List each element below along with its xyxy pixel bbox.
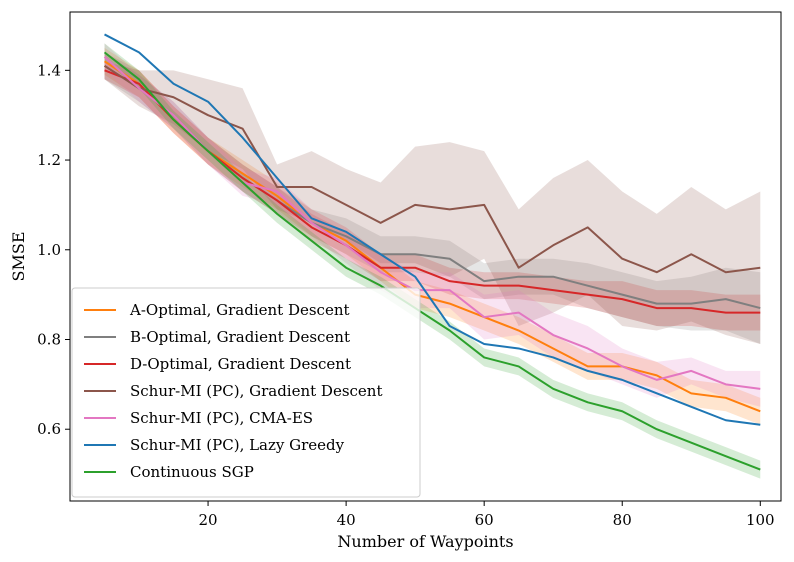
series-7-line (103, 51, 761, 471)
legend-entry: B-Optimal, Gradient Descent (130, 328, 350, 346)
series-lines (103, 33, 761, 471)
legend-box (71, 287, 421, 498)
series-7-band (104, 43, 761, 479)
y-tick-label: 1.4 (37, 61, 61, 79)
series-1-band (104, 47, 761, 425)
legend-entry: Schur-MI (PC), CMA-ES (130, 409, 313, 427)
legend-entry: A-Optimal, Gradient Descent (129, 301, 350, 319)
legend: A-Optimal, Gradient Descent B-Optimal, Gr… (71, 287, 421, 498)
x-tick-label: 60 (475, 511, 494, 529)
y-tick-label: 0.8 (37, 330, 61, 348)
plot-frame (69, 11, 782, 502)
y-axis-ticks: 0.6 0.8 1.0 1.2 1.4 (37, 61, 70, 438)
x-axis-ticks: 20 40 60 80 100 (199, 501, 775, 529)
x-tick-label: 40 (337, 511, 356, 529)
series-5-band (104, 43, 761, 407)
y-tick-label: 1.2 (37, 151, 61, 169)
x-axis-label: Number of Waypoints (337, 532, 513, 551)
series-4-line (103, 64, 761, 274)
series-6-line (104, 33, 761, 426)
y-axis-label: SMSE (9, 232, 28, 282)
legend-entry: Continuous SGP (130, 463, 254, 481)
y-tick-label: 0.6 (37, 420, 61, 438)
legend-entry: D-Optimal, Gradient Descent (130, 355, 351, 373)
series-4-band (104, 52, 761, 344)
x-tick-label: 80 (613, 511, 632, 529)
x-tick-label: 20 (199, 511, 218, 529)
series-2-band (104, 52, 761, 344)
x-tick-label: 100 (746, 511, 775, 529)
legend-entry: Schur-MI (PC), Gradient Descent (130, 382, 383, 400)
legend-entry: Schur-MI (PC), Lazy Greedy (130, 436, 345, 454)
y-tick-label: 1.0 (37, 241, 61, 259)
